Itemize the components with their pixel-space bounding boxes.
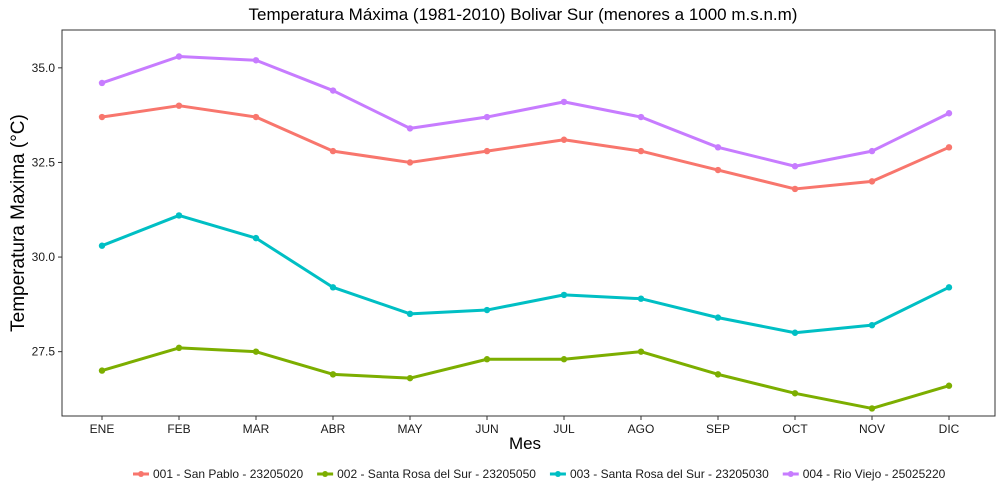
series-line [100, 104, 951, 191]
data-point [252, 57, 260, 64]
data-point [406, 374, 414, 382]
data-point [329, 87, 337, 94]
y-axis: 27.5 30.0 32.5 35.0 [32, 61, 62, 359]
data-point [637, 113, 645, 121]
data-point [329, 371, 337, 378]
legend-key-point [554, 471, 561, 477]
series-layer [98, 53, 953, 412]
data-point [98, 367, 106, 374]
data-point [560, 291, 568, 299]
x-tick-label: MAR [243, 422, 270, 436]
x-tick-label: SEP [706, 422, 730, 436]
x-tick-label: ABR [321, 422, 346, 436]
data-point [868, 405, 876, 412]
data-point [791, 390, 799, 397]
data-point [252, 234, 260, 242]
legend-item: 003 - Santa Rosa del Sur - 23205030 [549, 467, 769, 481]
legend-item: 002 - Santa Rosa del Sur - 23205050 [317, 467, 536, 481]
data-point [791, 163, 799, 170]
data-point [175, 53, 183, 60]
data-point [175, 344, 183, 352]
series-2 [98, 344, 953, 412]
data-point [714, 371, 722, 378]
data-point [560, 356, 568, 363]
legend-label: 003 - Santa Rosa del Sur - 23205030 [570, 467, 769, 481]
data-point [637, 295, 645, 302]
x-tick-label: JUL [553, 422, 575, 436]
x-tick-label: AGO [628, 422, 655, 436]
data-point [406, 159, 414, 166]
data-point [483, 147, 491, 155]
legend-label: 001 - San Pablo - 23205020 [153, 467, 303, 481]
legend-label: 002 - Santa Rosa del Sur - 23205050 [337, 467, 536, 481]
x-tick-label: FEB [167, 422, 190, 436]
data-point [483, 356, 491, 363]
x-axis-title: Mes [509, 434, 541, 453]
y-tick-label: 30.0 [32, 250, 56, 264]
legend-key-point [322, 471, 329, 477]
series-1 [98, 102, 953, 193]
data-point [329, 284, 337, 291]
data-point [98, 242, 106, 249]
data-point [868, 321, 876, 329]
data-point [868, 178, 876, 185]
data-point [175, 102, 183, 109]
y-axis-title: Temperatura Maxima (°C) [8, 114, 29, 332]
y-tick-label: 32.5 [32, 155, 56, 169]
x-tick-label: OCT [782, 422, 808, 436]
series-4 [98, 53, 953, 170]
data-point [945, 110, 953, 117]
data-point [252, 113, 260, 121]
data-point [406, 310, 414, 318]
data-point [945, 144, 953, 151]
legend-key-point [787, 471, 794, 477]
legend-label: 004 - Rio Viejo - 25025220 [803, 467, 946, 481]
data-point [945, 284, 953, 291]
series-3 [98, 212, 953, 336]
data-point [560, 136, 568, 143]
data-point [637, 348, 645, 355]
plot-panel [61, 29, 996, 417]
y-tick-label: 27.5 [32, 345, 56, 359]
x-axis: ENE FEB MAR ABR MAY JUN JUL AGO SEP OCT NOV DIC [90, 416, 960, 436]
x-tick-label: ENE [90, 422, 115, 436]
data-point [791, 185, 799, 193]
data-point [483, 306, 491, 314]
data-point [868, 147, 876, 155]
legend-item: 004 - Rio Viejo - 25025220 [782, 467, 946, 481]
y-tick-label: 35.0 [32, 61, 56, 75]
legend-key-point [138, 471, 144, 477]
data-point [637, 147, 645, 155]
data-point [483, 113, 491, 121]
x-tick-label: DIC [939, 422, 960, 436]
data-point [791, 329, 799, 336]
data-point [560, 98, 568, 106]
series-line [100, 346, 951, 410]
data-point [329, 147, 337, 155]
data-point [252, 348, 260, 355]
data-point [175, 212, 183, 219]
x-tick-label: MAY [397, 422, 422, 436]
x-tick-label: NOV [859, 422, 885, 436]
data-point [714, 314, 722, 321]
legend: 001 - San Pablo - 23205020 002 - Santa Ro… [133, 467, 946, 481]
legend-item: 001 - San Pablo - 23205020 [133, 467, 303, 481]
x-tick-label: JUN [475, 422, 498, 436]
data-point [98, 79, 106, 87]
data-point [406, 125, 414, 132]
data-point [714, 166, 722, 174]
data-point [945, 382, 953, 389]
series-line [100, 54, 951, 168]
data-point [98, 113, 106, 121]
chart-title: Temperatura Máxima (1981-2010) Bolivar S… [249, 5, 798, 24]
data-point [714, 144, 722, 151]
series-line [100, 213, 951, 335]
